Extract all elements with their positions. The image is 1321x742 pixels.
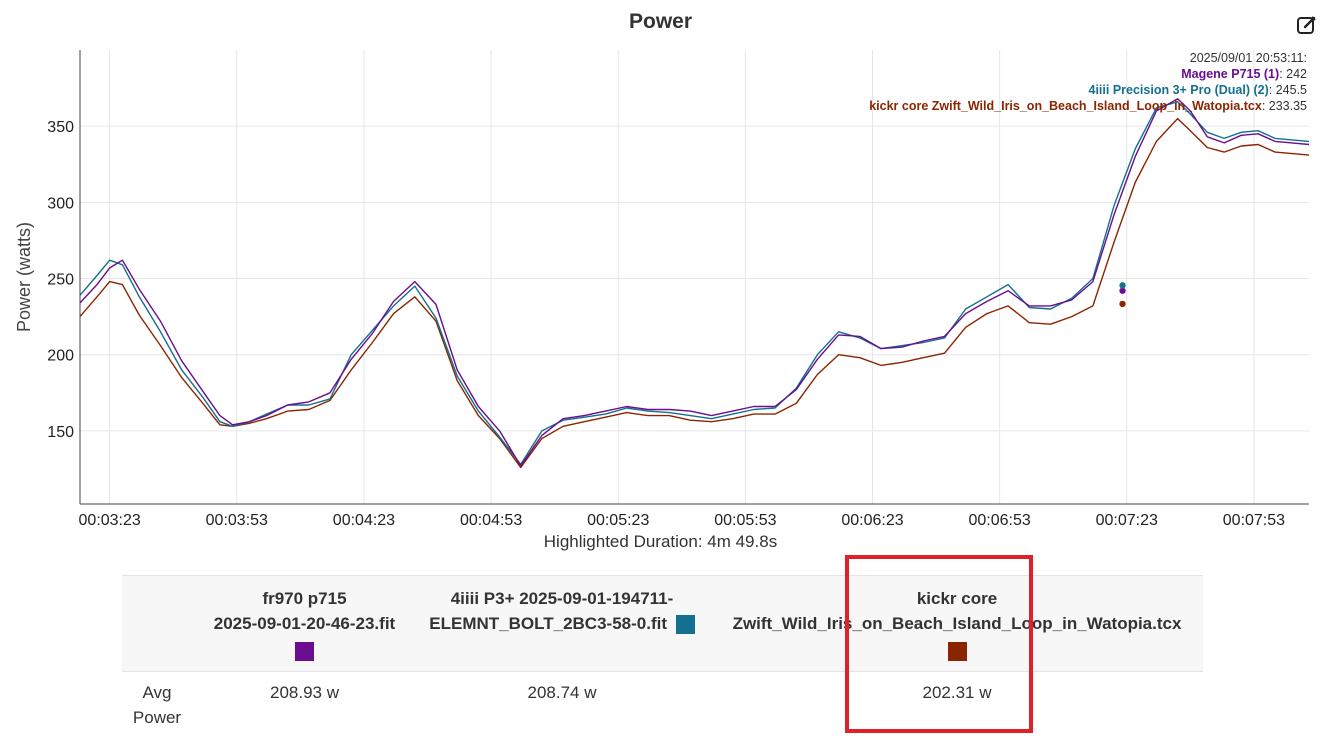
file-name-line2: ELEMNT_BOLT_2BC3-58-0.fit	[429, 614, 667, 633]
avg-power-value-2: 208.74 w	[527, 683, 597, 702]
series-swatch	[295, 642, 314, 662]
summary-table: fr970 p715 2025-09-01-20-46-23.fit 4iiii…	[122, 575, 1203, 742]
file-header-1: fr970 p715 2025-09-01-20-46-23.fit	[182, 576, 427, 663]
y-tick-label: 300	[47, 195, 74, 212]
avg-power-row: Avg Power 208.93 w 208.74 w 202.31 w	[122, 672, 1203, 742]
file-name-line1: kickr core	[916, 589, 998, 608]
avg-power-value-1: 208.93 w	[270, 683, 339, 702]
x-tick-label: 00:04:23	[333, 512, 395, 529]
series-line	[79, 117, 1310, 469]
avg-power-value-3: 202.31 w	[922, 683, 992, 702]
row-label: Avg Power	[132, 683, 182, 727]
file-header-3: kickr core Zwift_Wild_Iris_on_Beach_Isla…	[712, 576, 1202, 663]
x-tick-label: 00:05:23	[587, 512, 649, 529]
power-chart[interactable]: 150 200 250 300 350 00:03:23 00:03:53 00:04:23 0…	[0, 0, 1321, 560]
hover-point	[1119, 300, 1126, 308]
tooltip-entry: 4iiii Precision 3+ Pro (Dual) (2): 245.5	[1089, 83, 1308, 97]
hover-point	[1119, 287, 1126, 294]
edit-icon[interactable]	[1296, 14, 1318, 36]
series-line	[79, 98, 1310, 467]
file-name-line1: 4iiii P3+ 2025-09-01-194711-	[450, 589, 674, 608]
series-swatch	[947, 642, 967, 662]
x-tick-label: 00:03:53	[206, 512, 268, 529]
hover-point	[1119, 282, 1126, 289]
tooltip-entry: Magene P715 (1): 242	[1181, 67, 1307, 81]
x-tick-label: 00:04:53	[460, 512, 522, 529]
y-tick-label: 350	[47, 119, 74, 136]
chart-title: Power	[628, 10, 693, 33]
x-tick-label: 00:05:53	[714, 512, 776, 529]
x-tick-label: 00:07:53	[1223, 512, 1285, 529]
y-tick-label: 200	[47, 348, 74, 365]
summary-header: fr970 p715 2025-09-01-20-46-23.fit 4iiii…	[122, 575, 1203, 672]
file-name-line2: Zwift_Wild_Iris_on_Beach_Island_Loop_in_…	[732, 614, 1182, 633]
y-tick-label: 150	[47, 424, 74, 441]
x-tick-label: 00:03:23	[79, 512, 141, 529]
file-name-line1: fr970 p715	[262, 589, 347, 608]
file-header-2: 4iiii P3+ 2025-09-01-194711- ELEMNT_BOLT…	[412, 576, 712, 636]
x-tick-label: 00:06:23	[841, 512, 903, 529]
tooltip-time: 2025/09/01 20:53:11:	[1190, 51, 1307, 65]
file-name-line2: 2025-09-01-20-46-23.fit	[213, 614, 396, 633]
x-tick-label: 00:06:53	[968, 512, 1030, 529]
tooltip-entry: kickr core Zwift_Wild_Iris_on_Beach_Isla…	[869, 99, 1307, 113]
series-swatch	[675, 615, 695, 635]
y-axis-label: Power (watts)	[14, 222, 34, 332]
highlighted-duration: Highlighted Duration: 4m 49.8s	[543, 532, 778, 551]
x-tick-label: 00:07:23	[1096, 512, 1158, 529]
y-tick-label: 250	[47, 272, 74, 289]
